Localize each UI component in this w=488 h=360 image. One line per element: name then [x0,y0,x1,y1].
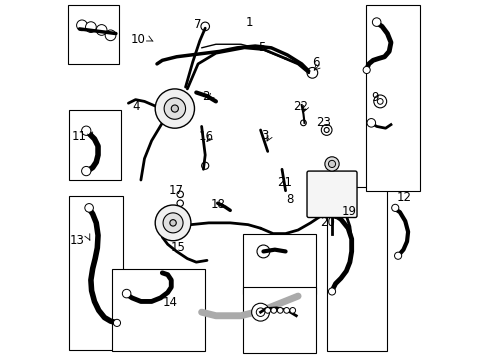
Circle shape [270,307,276,313]
Text: 3: 3 [260,129,267,142]
Text: 17: 17 [168,184,183,197]
Text: 21: 21 [276,176,291,189]
Circle shape [366,118,375,127]
Circle shape [321,125,331,135]
Circle shape [177,191,183,198]
Text: 9: 9 [370,91,378,104]
Text: 7: 7 [194,18,202,31]
Circle shape [394,252,401,259]
Text: 5: 5 [258,41,265,54]
Text: 11: 11 [71,130,86,143]
Circle shape [283,307,289,313]
Circle shape [324,157,339,171]
Circle shape [277,307,283,313]
Circle shape [328,160,335,167]
Circle shape [85,22,96,32]
Circle shape [155,89,194,128]
Bar [69,111,121,180]
Circle shape [257,245,269,258]
Circle shape [256,308,264,316]
Circle shape [122,289,131,298]
Text: 16: 16 [198,130,213,143]
Text: 19: 19 [341,205,356,218]
Text: 20: 20 [320,216,334,229]
Text: 2: 2 [202,90,210,103]
Circle shape [377,99,382,104]
Circle shape [164,98,185,119]
Circle shape [373,95,386,108]
Bar [326,187,386,351]
Circle shape [84,203,93,212]
Bar [112,269,205,351]
Circle shape [155,205,190,241]
Text: 4: 4 [132,100,140,113]
Text: 13: 13 [69,234,84,247]
Circle shape [264,307,270,313]
Text: 18: 18 [210,198,224,211]
Text: 14: 14 [163,296,178,309]
Circle shape [177,200,183,206]
Circle shape [289,307,295,313]
Circle shape [96,24,107,35]
Text: 10: 10 [130,33,145,46]
Text: 12: 12 [396,192,411,204]
Bar [242,287,315,353]
Text: 8: 8 [286,193,293,206]
Text: 23: 23 [316,116,330,129]
FancyBboxPatch shape [306,171,356,217]
Text: 1: 1 [245,16,253,29]
Circle shape [169,220,176,226]
Bar [69,196,123,350]
Bar [67,5,119,64]
Bar [242,234,315,294]
Circle shape [251,303,269,321]
Circle shape [372,18,380,26]
Circle shape [332,211,340,219]
Circle shape [201,162,208,169]
Circle shape [113,319,121,327]
Circle shape [105,30,116,41]
Circle shape [81,166,91,176]
Circle shape [391,204,398,211]
Circle shape [77,20,87,31]
Bar [365,5,419,191]
Circle shape [300,120,305,126]
Circle shape [81,126,91,135]
Text: 6: 6 [311,56,319,69]
Text: 22: 22 [293,100,308,113]
Circle shape [328,288,335,295]
Text: 15: 15 [171,240,185,254]
Circle shape [171,105,178,112]
Circle shape [306,67,317,78]
Circle shape [363,66,369,73]
Circle shape [163,213,183,233]
Circle shape [324,127,328,132]
Circle shape [201,22,209,31]
